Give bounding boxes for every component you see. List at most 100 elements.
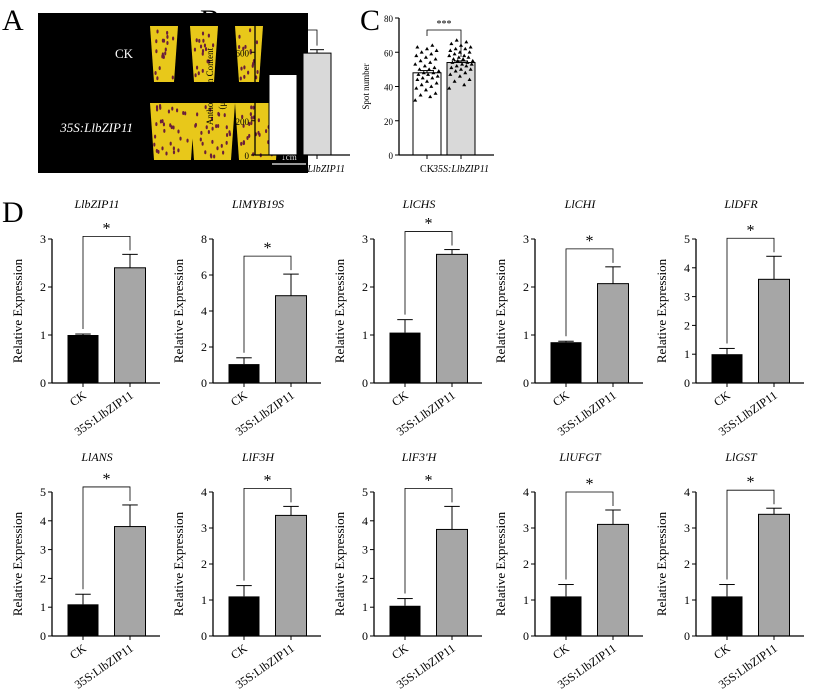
y-tick-label: 0 xyxy=(523,376,529,390)
y-tick-label: 40 xyxy=(384,83,394,93)
petal-spot xyxy=(166,41,169,46)
bar-oe xyxy=(597,283,629,384)
petal-spot xyxy=(159,119,162,124)
bar-oe xyxy=(302,52,332,156)
petal-spot xyxy=(155,39,158,44)
petal-spot xyxy=(172,150,176,155)
y-tick-label: 5 xyxy=(40,485,46,499)
data-point xyxy=(415,45,420,49)
petal-spot xyxy=(225,125,228,130)
petal-spot xyxy=(225,132,229,137)
data-point xyxy=(413,98,418,102)
data-point xyxy=(449,65,454,70)
chart-title: LlCHI xyxy=(564,197,597,211)
chart-title: LlbZIP11 xyxy=(73,197,119,211)
petal-spot xyxy=(172,36,175,41)
chart-b: 0 200 400 600 800 CK 35S:LlbZIP11 Anthocyanin C… xyxy=(205,14,350,175)
data-point xyxy=(430,43,435,47)
y-tick-label: 5 xyxy=(684,232,690,246)
data-point xyxy=(428,60,433,64)
petal-spot xyxy=(252,152,255,157)
bar-oe xyxy=(758,513,790,637)
petal-spot xyxy=(243,65,246,70)
data-point xyxy=(467,77,472,82)
bar-ck xyxy=(228,364,260,383)
petal-spot xyxy=(156,29,159,34)
data-point xyxy=(466,55,471,59)
data-point xyxy=(464,39,469,44)
petal-spot xyxy=(244,44,247,49)
y-axis-label: Relative Expression xyxy=(493,258,508,363)
y-tick-label: 3 xyxy=(362,232,368,246)
y-tick-label: 3 xyxy=(523,521,529,535)
y-tick-label: 3 xyxy=(201,521,207,535)
x-tick-label: CK xyxy=(550,388,572,409)
y-tick-label: 1 xyxy=(362,600,368,614)
y-axis-label: Anthocyanin Content xyxy=(205,47,215,125)
data-point xyxy=(429,51,434,56)
y-tick-label: 1 xyxy=(684,593,690,607)
x-tick-label: CK xyxy=(550,641,572,662)
significance-marker: * xyxy=(747,474,755,491)
y-tick-label: 0 xyxy=(245,151,250,161)
data-point xyxy=(469,62,474,66)
petal-spot xyxy=(175,108,179,113)
y-tick-label: 4 xyxy=(523,485,529,499)
petal-spot xyxy=(154,70,157,75)
petal-spot xyxy=(194,123,197,128)
data-point xyxy=(416,72,421,76)
data-point xyxy=(460,62,465,66)
bar-ck xyxy=(228,596,260,636)
data-point xyxy=(414,86,419,90)
y-axis-label: Relative Expression xyxy=(332,511,347,616)
petal-spot xyxy=(240,66,243,71)
y-tick-label: 0 xyxy=(40,629,46,643)
petal-spot xyxy=(201,48,205,53)
petal-spot xyxy=(165,151,168,156)
bar-oe xyxy=(436,528,468,637)
petal-spot xyxy=(164,51,167,56)
data-point xyxy=(435,74,440,78)
petal-spot xyxy=(153,142,156,147)
significance-bracket xyxy=(82,486,131,590)
petal-spot xyxy=(210,154,213,159)
chart-title: LlDFR xyxy=(723,197,758,211)
chart-title: LlCHS xyxy=(402,197,436,211)
y-tick-label: 6 xyxy=(201,268,207,282)
bar-ck xyxy=(389,605,421,636)
petal xyxy=(190,103,235,160)
petal-spot xyxy=(201,31,205,36)
x-tick-label: CK xyxy=(67,641,89,662)
y-tick-label: 2 xyxy=(362,571,368,585)
data-point xyxy=(468,67,473,71)
significance-marker: * xyxy=(264,472,272,489)
data-point xyxy=(434,81,439,85)
y-tick-label: 4 xyxy=(201,485,207,499)
petal-spot xyxy=(238,34,241,39)
data-point xyxy=(462,82,467,87)
bar-ck xyxy=(711,354,743,383)
chart-title: LlUFGT xyxy=(558,450,602,464)
petal-spot xyxy=(257,118,260,123)
y-tick-label: 4 xyxy=(684,485,690,499)
y-tick-label: 0 xyxy=(684,376,690,390)
petal-spot xyxy=(206,59,209,64)
data-point xyxy=(457,74,462,78)
x-tick-label: CK xyxy=(711,641,733,662)
petal-spot xyxy=(200,130,203,135)
petal-spot xyxy=(249,112,252,117)
petal-spot xyxy=(179,136,182,141)
y-tick-label: 0 xyxy=(389,151,394,161)
petal-spot xyxy=(172,125,175,130)
data-point xyxy=(425,46,429,51)
y-tick-label: 0 xyxy=(362,376,368,390)
significance-marker: * xyxy=(586,476,594,493)
petal-spot xyxy=(158,104,162,109)
petal-spot xyxy=(153,134,157,139)
y-tick-label: 2 xyxy=(40,280,46,294)
petal-spot xyxy=(167,109,171,114)
data-point xyxy=(434,48,439,52)
data-point xyxy=(414,53,419,58)
y-tick-label: 1 xyxy=(40,328,46,342)
